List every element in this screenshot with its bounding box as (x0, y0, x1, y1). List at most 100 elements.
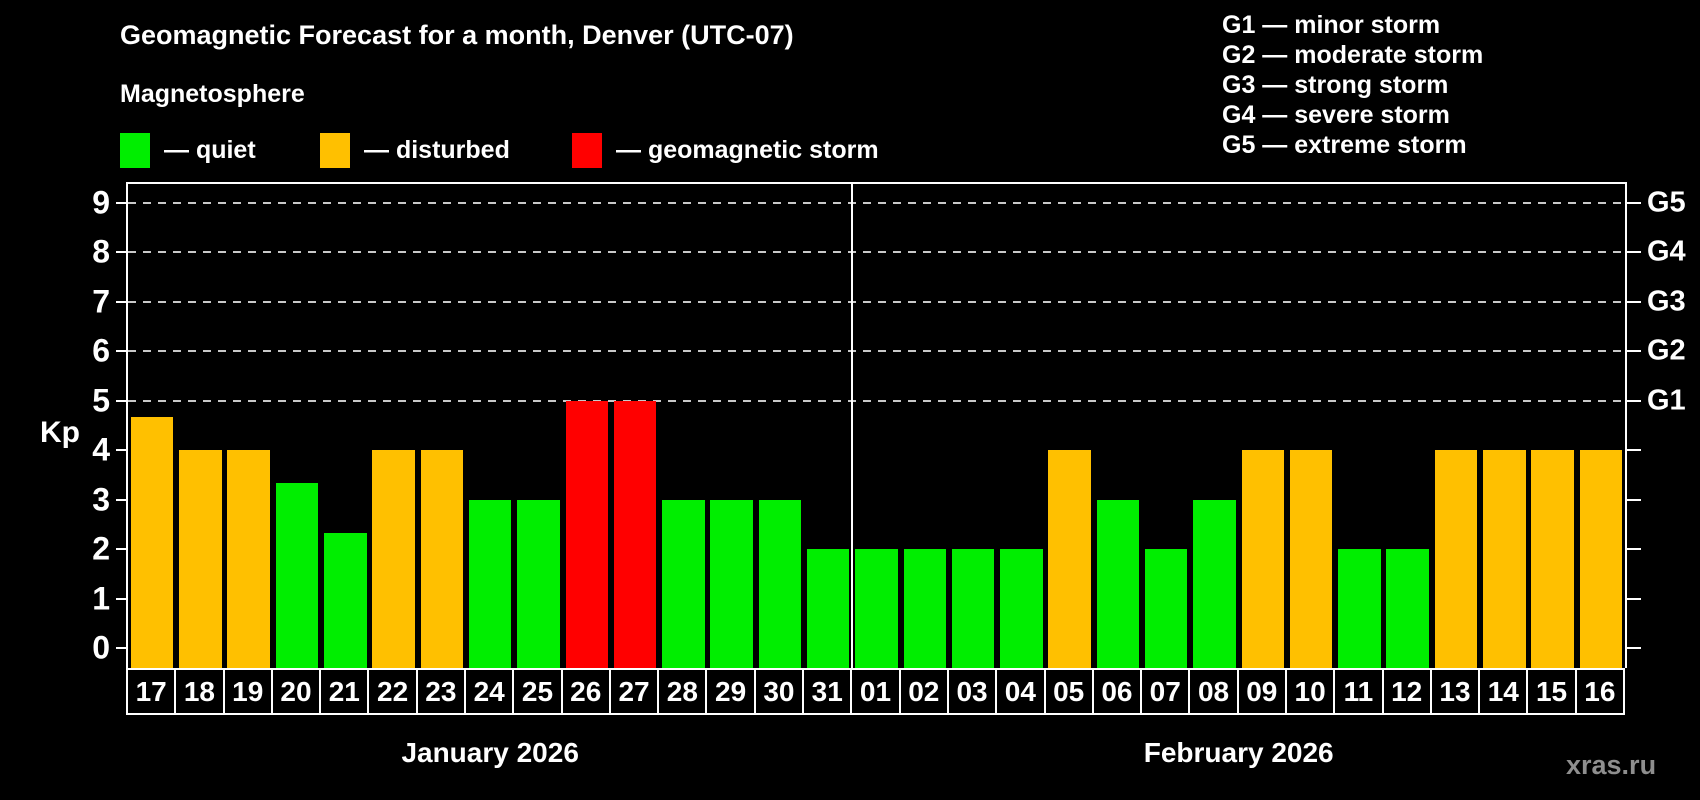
g-scale-label-g1: G1 (1647, 384, 1686, 416)
date-cell-february-02: 02 (898, 668, 949, 715)
g-scale-label-g3: G3 (1647, 285, 1686, 317)
date-cell-february-01: 01 (850, 668, 901, 715)
plot-area (126, 182, 1627, 668)
date-cell-january-30: 30 (753, 668, 805, 715)
y-axis-tick-right-7 (1627, 300, 1641, 303)
month-divider-line (851, 184, 854, 668)
y-axis-title-kp: Kp (40, 416, 80, 449)
date-cell-january-28: 28 (657, 668, 708, 715)
date-cell-january-21: 21 (319, 668, 370, 715)
kp-bar-january-19 (227, 450, 270, 668)
kp-bar-february-06 (1096, 499, 1140, 668)
kp-bar-january-31 (806, 549, 850, 668)
quiet-color-swatch (120, 132, 150, 168)
y-axis-tick-left-7 (116, 300, 126, 303)
date-cell-february-15: 15 (1526, 668, 1577, 715)
date-cell-january-19: 19 (222, 668, 273, 715)
disturbed-color-swatch (320, 132, 350, 168)
kp-bar-january-25 (517, 499, 560, 668)
legend-storm-label: — geomagnetic storm (616, 135, 879, 164)
g-legend-line-g2: G2 — moderate storm (1222, 41, 1484, 69)
date-cell-february-14: 14 (1478, 668, 1529, 715)
y-axis-tick-left-9 (116, 201, 126, 204)
date-cell-february-04: 04 (995, 668, 1046, 715)
date-cell-february-07: 07 (1140, 668, 1191, 715)
date-cell-february-06: 06 (1091, 668, 1143, 715)
kp-bar-february-04 (1000, 549, 1043, 668)
legend-quiet-label: — quiet (164, 135, 256, 164)
g-scale-label-g4: G4 (1647, 235, 1686, 268)
gridline-kp-5 (128, 399, 1625, 402)
y-axis-label-8: 8 (92, 233, 110, 270)
kp-bar-february-16 (1579, 450, 1623, 668)
kp-bar-january-20 (275, 483, 319, 668)
y-axis-tick-right-6 (1627, 350, 1641, 352)
y-axis-tick-right-1 (1627, 597, 1641, 600)
y-axis-tick-left-0 (116, 647, 126, 649)
gridline-kp-8 (128, 251, 1625, 253)
y-axis-tick-right-9 (1627, 201, 1641, 204)
date-cell-february-03: 03 (946, 668, 998, 715)
y-axis-label-7: 7 (92, 283, 110, 319)
y-axis-label-0: 0 (92, 629, 110, 666)
kp-bar-february-02 (903, 549, 947, 668)
kp-bar-january-24 (468, 499, 512, 668)
y-axis-tick-left-3 (116, 498, 126, 501)
xras-watermark: xras.ru (1566, 750, 1657, 780)
y-axis-tick-left-6 (116, 350, 126, 352)
y-axis-label-2: 2 (92, 530, 110, 567)
date-cell-january-29: 29 (705, 668, 756, 715)
y-axis-label-3: 3 (92, 481, 110, 517)
g-scale-label-g2: G2 (1647, 334, 1686, 367)
y-axis-tick-left-5 (116, 399, 126, 402)
kp-bar-february-10 (1289, 450, 1333, 668)
g-legend-line-g5: G5 — extreme storm (1222, 131, 1467, 159)
date-cell-january-27: 27 (608, 668, 660, 715)
y-axis-label-9: 9 (92, 184, 110, 220)
date-cell-january-20: 20 (270, 668, 322, 715)
date-cell-february-10: 10 (1284, 668, 1336, 715)
g-legend-line-g3: G3 — strong storm (1222, 71, 1449, 99)
date-cell-february-11: 11 (1333, 668, 1384, 715)
g-legend-line-g4: G4 — severe storm (1222, 101, 1450, 129)
y-axis-tick-right-3 (1627, 498, 1641, 501)
date-cell-january-25: 25 (512, 668, 563, 715)
date-cell-january-18: 18 (174, 668, 225, 715)
y-axis-label-4: 4 (92, 431, 110, 468)
kp-bar-january-26 (565, 400, 608, 668)
date-cell-january-17: 17 (126, 668, 177, 715)
gridline-kp-7 (128, 300, 1625, 303)
y-axis-tick-right-4 (1627, 449, 1641, 451)
kp-bar-february-13 (1434, 450, 1478, 668)
kp-bar-january-22 (372, 450, 415, 668)
kp-bar-february-15 (1531, 450, 1574, 668)
kp-bar-february-14 (1483, 450, 1526, 668)
y-axis-label-6: 6 (92, 332, 110, 369)
kp-bar-january-23 (420, 450, 464, 668)
legend-disturbed-label: — disturbed (364, 135, 510, 164)
kp-bar-january-17 (130, 416, 174, 668)
g-scale-label-g5: G5 (1647, 186, 1686, 218)
date-cell-february-09: 09 (1236, 668, 1287, 715)
date-cell-february-12: 12 (1381, 668, 1432, 715)
month-label-february: February 2026 (1143, 737, 1334, 768)
date-cell-january-26: 26 (560, 668, 611, 715)
legend-item-disturbed: — disturbed (320, 132, 510, 168)
kp-bar-january-30 (758, 499, 802, 668)
month-label-january: January 2026 (401, 737, 579, 768)
date-cell-january-22: 22 (367, 668, 418, 715)
y-axis-tick-right-8 (1627, 251, 1641, 253)
kp-bar-february-01 (855, 549, 898, 668)
kp-bar-january-28 (662, 499, 705, 668)
y-axis-tick-left-4 (116, 449, 126, 451)
kp-bar-february-07 (1144, 549, 1188, 668)
gridline-kp-9 (128, 201, 1625, 204)
date-cell-january-24: 24 (464, 668, 515, 715)
kp-bar-january-18 (179, 450, 222, 668)
kp-bar-february-05 (1048, 450, 1091, 668)
storm-color-swatch (572, 132, 602, 168)
y-axis-tick-right-5 (1627, 399, 1641, 402)
g-scale-legend: G1 — minor storm G2 — moderate storm G3 … (1222, 10, 1483, 160)
page-title: Geomagnetic Forecast for a month, Denver… (120, 20, 794, 50)
